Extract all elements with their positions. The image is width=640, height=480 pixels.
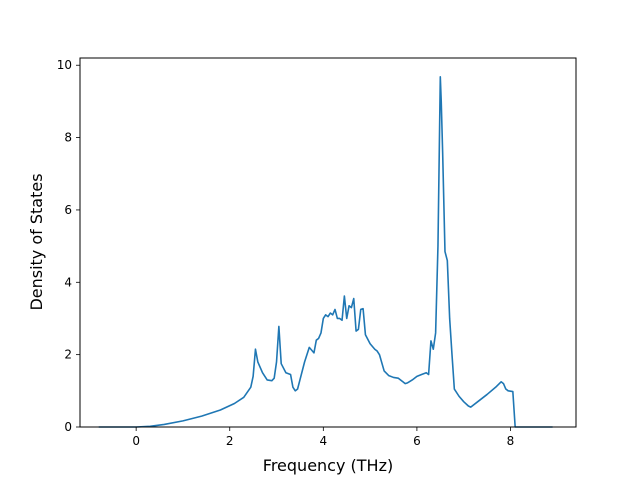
y-tick-label: 0 — [64, 420, 72, 434]
y-tick-label: 2 — [64, 348, 72, 362]
y-tick-label: 4 — [64, 275, 72, 289]
series-line — [98, 76, 553, 428]
x-tick-label: 6 — [413, 434, 421, 448]
x-axis-ticks: 0 2 4 6 8 — [132, 427, 514, 448]
y-tick-label: 10 — [57, 58, 72, 72]
plot-area — [98, 76, 553, 428]
x-axis-label: Frequency (THz) — [263, 456, 393, 475]
x-tick-label: 0 — [132, 434, 140, 448]
y-tick-label: 6 — [64, 203, 72, 217]
y-tick-label: 8 — [64, 131, 72, 145]
y-axis-label: Density of States — [27, 173, 46, 310]
plot-frame — [79, 57, 577, 428]
x-tick-label: 2 — [226, 434, 234, 448]
x-tick-label: 8 — [507, 434, 515, 448]
x-tick-label: 4 — [320, 434, 328, 448]
y-axis-ticks: 0 2 4 6 8 10 — [57, 58, 80, 434]
